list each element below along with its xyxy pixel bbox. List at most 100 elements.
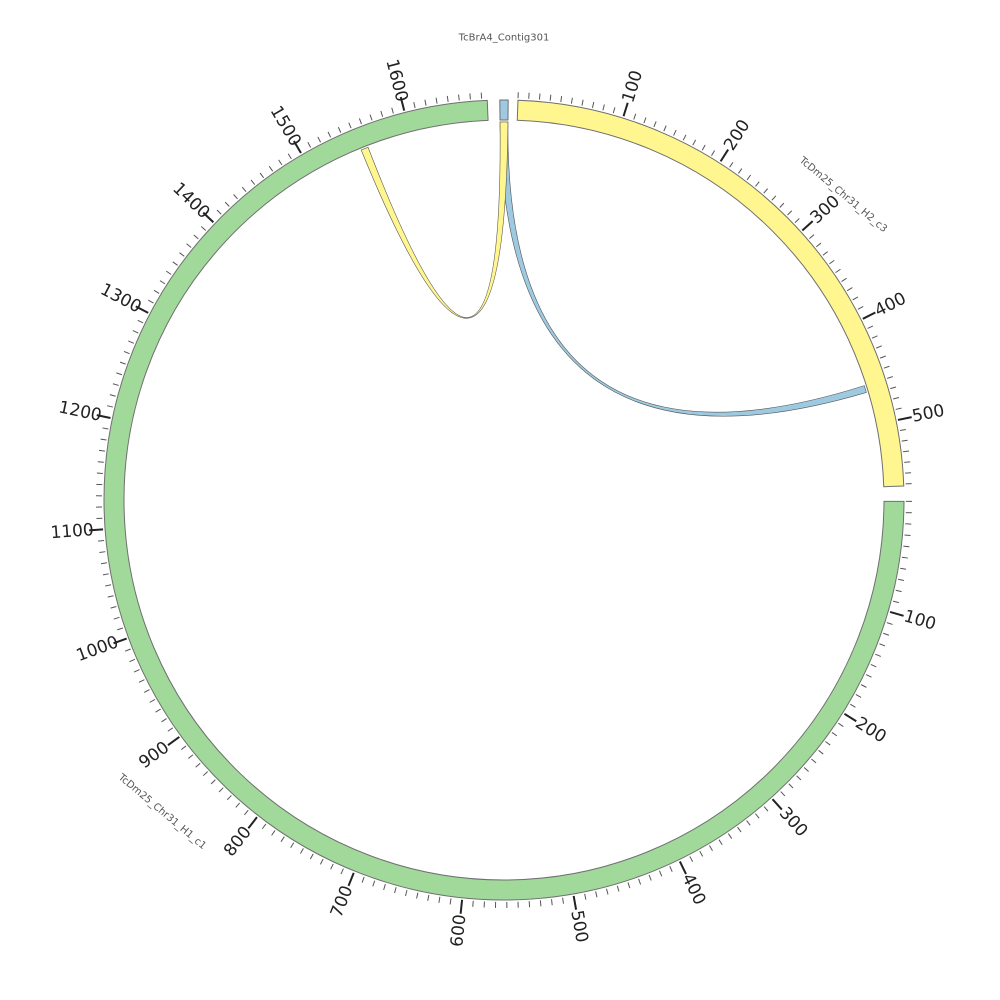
tick-label: 500 — [910, 401, 946, 427]
minor-tick — [870, 663, 877, 668]
minor-tick — [348, 122, 352, 129]
tick-label: 1200 — [57, 397, 103, 425]
minor-tick — [549, 94, 552, 101]
major-tick — [622, 102, 629, 117]
minor-tick — [280, 836, 285, 842]
minor-tick — [369, 114, 373, 121]
minor-tick — [143, 689, 150, 693]
tick-label: 1000 — [74, 632, 122, 666]
tick-label: 900 — [135, 738, 173, 773]
major-tick — [843, 712, 857, 723]
tick-label: 100 — [902, 606, 939, 634]
minor-tick — [380, 110, 384, 117]
minor-tick — [287, 153, 292, 160]
minor-tick — [102, 573, 109, 576]
major-tick — [719, 149, 730, 162]
minor-tick — [746, 820, 751, 826]
minor-tick — [551, 899, 553, 906]
label-s2: TcBrA4_Contig301 — [458, 33, 550, 44]
minor-tick — [268, 166, 274, 172]
major-tick — [678, 861, 687, 875]
minor-tick — [895, 589, 902, 593]
minor-tick — [193, 234, 199, 240]
minor-tick — [99, 551, 106, 553]
minor-tick — [129, 658, 136, 663]
minor-tick — [394, 887, 397, 894]
minor-tick — [278, 159, 283, 166]
minor-tick — [361, 876, 365, 883]
minor-tick — [261, 823, 267, 830]
minor-tick — [133, 669, 140, 673]
minor-tick — [424, 99, 427, 106]
major-tick — [202, 211, 215, 223]
minor-tick — [226, 795, 232, 801]
minor-tick — [584, 893, 587, 900]
minor-tick — [796, 775, 802, 781]
minor-tick — [581, 99, 584, 106]
minor-tick — [860, 684, 867, 688]
minor-tick — [383, 883, 386, 890]
segment-s1 — [516, 99, 905, 488]
minor-tick — [901, 556, 908, 559]
minor-tick — [241, 186, 247, 192]
minor-tick — [97, 461, 104, 463]
minor-tick — [822, 251, 828, 256]
minor-tick — [903, 545, 910, 548]
minor-tick — [416, 892, 419, 899]
minor-tick — [818, 749, 824, 755]
minor-tick — [427, 894, 430, 901]
minor-tick — [98, 540, 105, 542]
minor-tick — [763, 188, 769, 194]
minor-tick — [653, 121, 657, 128]
minor-tick — [737, 168, 743, 174]
minor-tick — [815, 242, 822, 248]
minor-tick — [319, 858, 324, 865]
minor-tick — [405, 889, 408, 897]
minor-tick — [892, 600, 900, 604]
tick-label: 1300 — [97, 280, 145, 318]
minor-tick — [458, 94, 460, 101]
minor-tick — [186, 243, 192, 248]
minor-tick — [110, 606, 117, 609]
minor-tick — [102, 427, 109, 430]
minor-tick — [116, 372, 123, 376]
synteny-links — [360, 121, 867, 417]
minor-tick — [729, 162, 734, 168]
minor-tick — [711, 150, 716, 156]
minor-tick — [648, 874, 652, 881]
minor-tick — [539, 900, 542, 907]
minor-tick — [124, 648, 131, 652]
major-tick — [96, 414, 111, 419]
major-tick — [862, 311, 876, 320]
minor-tick — [701, 144, 706, 151]
minor-tick — [658, 870, 663, 877]
minor-tick — [638, 878, 642, 885]
minor-tick — [165, 270, 172, 275]
minor-tick — [180, 745, 187, 751]
major-tick — [889, 610, 904, 617]
major-tick — [801, 220, 814, 232]
minor-tick — [899, 428, 906, 431]
minor-tick — [259, 172, 265, 179]
minor-tick — [358, 118, 362, 125]
minor-tick — [746, 174, 752, 181]
major-tick — [135, 305, 149, 314]
minor-tick — [838, 722, 844, 727]
minor-tick — [633, 113, 637, 120]
minor-tick — [755, 813, 760, 819]
minor-tick — [330, 863, 334, 870]
minor-tick — [780, 791, 786, 797]
tick-label: 1600 — [381, 57, 411, 104]
minor-tick — [202, 771, 208, 777]
tick-label: 700 — [327, 883, 358, 921]
minor-tick — [803, 767, 809, 772]
minor-tick — [829, 259, 835, 265]
minor-tick — [155, 708, 161, 713]
minor-tick — [616, 885, 620, 892]
chromosome-segments — [103, 99, 905, 901]
major-tick — [897, 416, 912, 421]
minor-tick — [689, 856, 694, 863]
minor-tick — [811, 758, 817, 764]
minor-tick — [309, 853, 314, 860]
